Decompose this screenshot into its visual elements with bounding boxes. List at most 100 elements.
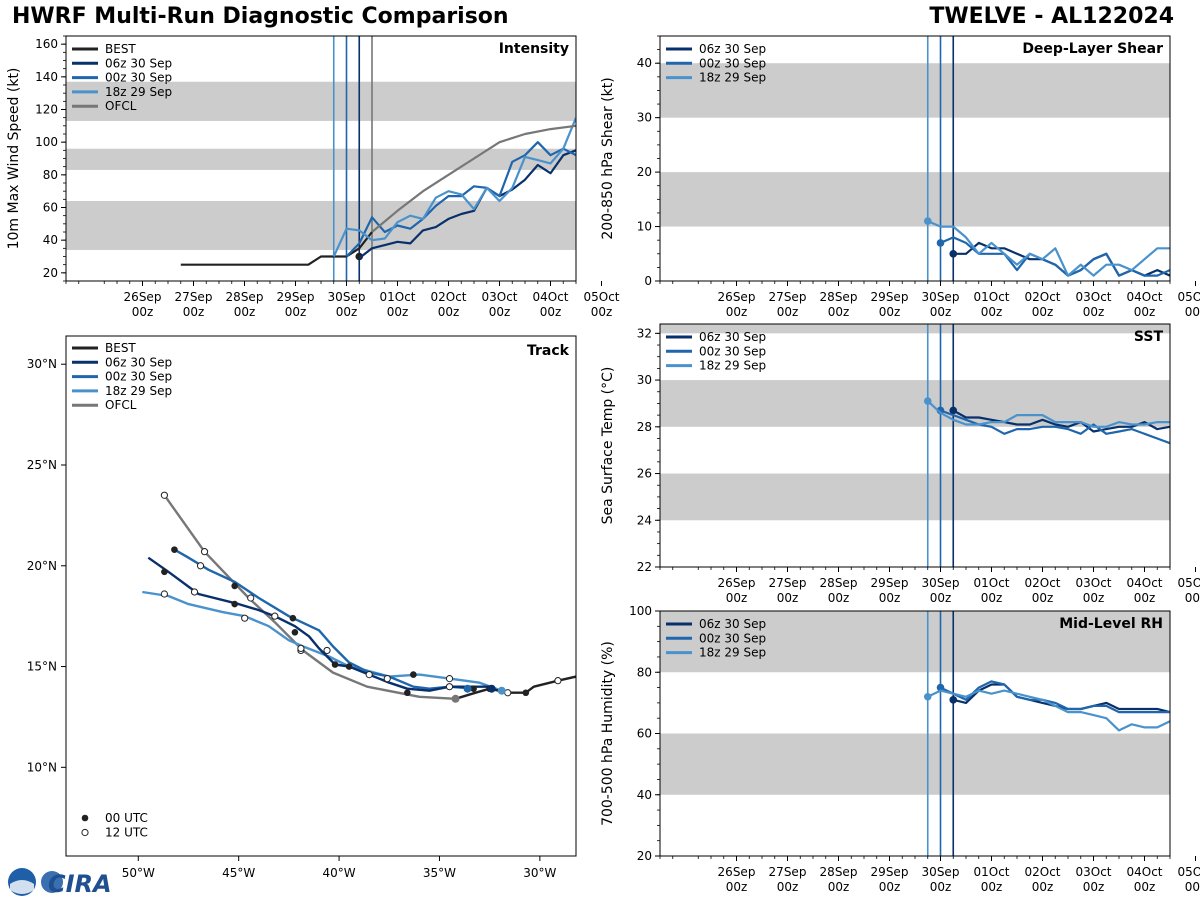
sst-series-marker — [923, 397, 932, 405]
track-current-00z — [463, 684, 472, 693]
track-marker-00utc — [404, 689, 411, 697]
shear-series-line — [953, 241, 1170, 277]
track-legend-label: OFCL — [105, 398, 137, 412]
track-marker-00utc — [486, 685, 493, 693]
rh-xtick-label: 03Oct — [1075, 865, 1111, 879]
storm-title: TWELVE - AL122024 — [929, 4, 1174, 29]
sst-legend-label: 00z 30 Sep — [699, 344, 766, 358]
rh-series-marker — [936, 683, 945, 692]
track-marker-12utc — [504, 689, 512, 697]
intensity-ytick-label: 20 — [43, 266, 58, 280]
track-marker-12utc — [160, 590, 168, 598]
rh-xtick-sublabel: 00z — [1185, 880, 1200, 894]
shear-band — [660, 63, 1170, 118]
shear-xtick-sublabel: 00z — [828, 305, 850, 319]
sst-ytick-label: 22 — [637, 560, 652, 574]
sst-xtick-label: 03Oct — [1075, 576, 1111, 590]
track-marker-12utc — [554, 677, 562, 685]
shear-xtick-label: 27Sep — [769, 290, 807, 304]
shear-series-line — [927, 220, 1170, 277]
sst-xtick-label: 26Sep — [718, 576, 756, 590]
intensity-legend-label: BEST — [105, 42, 136, 56]
rh-xtick-sublabel: 00z — [1134, 880, 1156, 894]
track-marker-00utc — [291, 628, 299, 636]
rh-series-marker — [923, 692, 932, 701]
rh-series-line — [953, 683, 1170, 714]
track-xtick-label: 35°W — [423, 866, 456, 880]
track-marker-00utc — [231, 582, 238, 590]
track-marker-00utc — [410, 671, 417, 678]
rh-xtick-sublabel: 00z — [726, 880, 748, 894]
sst-legend-label: 06z 30 Sep — [699, 330, 766, 344]
sst-xtick-sublabel: 00z — [777, 591, 799, 605]
intensity-ytick-label: 80 — [43, 168, 58, 182]
track-marker-00utc — [171, 546, 178, 553]
sst-series-marker — [949, 406, 958, 415]
page-title: HWRF Multi-Run Diagnostic Comparison — [12, 4, 509, 29]
intensity-series-line — [358, 149, 576, 259]
rh-xtick-label: 28Sep — [820, 865, 858, 879]
rh-xtick-label: 26Sep — [718, 865, 756, 879]
rh-xtick-sublabel: 00z — [1083, 880, 1105, 894]
sst-xtick-label: 30Sep — [922, 576, 960, 590]
shear-legend-label: 00z 30 Sep — [699, 56, 766, 70]
intensity-xtick-sublabel: 00z — [132, 305, 154, 319]
sst-xtick-label: 27Sep — [769, 576, 807, 590]
track-marker-12utc — [196, 562, 205, 570]
rh-frame — [659, 610, 1171, 857]
track-marker-12utc — [271, 612, 279, 620]
shear-xtick-sublabel: 00z — [777, 305, 799, 319]
shear-xtick-sublabel: 00z — [1083, 305, 1105, 319]
track-marker-12utc — [323, 646, 331, 655]
shear-ylabel: 200-850 hPa Shear (kt) — [600, 77, 616, 239]
intensity-xtick-label: 29Sep — [277, 290, 315, 304]
sst-xtick-sublabel: 00z — [828, 591, 850, 605]
shear-ytick-label: 0 — [644, 274, 652, 288]
track-title: Track — [527, 343, 570, 359]
intensity-series-marker — [355, 252, 364, 261]
track-line — [173, 548, 474, 690]
sst-series-line — [940, 409, 1170, 445]
intensity-chart: 2040608010012014016026Sep00z27Sep00z28Se… — [6, 35, 620, 319]
rh-xtick-sublabel: 00z — [981, 880, 1003, 894]
shear-legend-label: 06z 30 Sep — [699, 42, 766, 56]
track-line — [163, 494, 456, 700]
rh-chart: 2040608010026Sep00z27Sep00z28Sep00z29Sep… — [600, 604, 1200, 894]
shear-xtick-sublabel: 00z — [930, 305, 952, 319]
track-ytick-label: 20°N — [27, 559, 57, 573]
rh-xtick-sublabel: 00z — [930, 880, 952, 894]
sst-ytick-label: 32 — [637, 326, 652, 340]
sst-ytick-label: 30 — [637, 373, 652, 387]
rh-series-line — [927, 689, 1170, 732]
shear-xtick-label: 30Sep — [922, 290, 960, 304]
shear-xtick-sublabel: 00z — [1032, 305, 1054, 319]
track-current-18z — [497, 686, 506, 695]
track-marker-00utc — [231, 600, 238, 608]
track-ytick-label: 25°N — [27, 458, 57, 472]
track-marker-12utc — [297, 646, 305, 655]
track-marker-00utc — [452, 695, 459, 703]
intensity-ytick-label: 40 — [43, 233, 58, 247]
track-marker-00utc — [331, 661, 339, 668]
cira-logo: CIRA — [4, 864, 124, 898]
track-legend-label: 06z 30 Sep — [105, 355, 172, 369]
track-chart: 50°W 45°W 40°W 35°W 30°W 10°N 15°N 20°N 25°N 30°N… — [27, 335, 577, 880]
cira-globe-icon — [41, 871, 63, 893]
track-marker-12utc — [297, 644, 305, 653]
rh-xtick-label: 27Sep — [769, 865, 807, 879]
track-ytick-label: 10°N — [27, 760, 57, 774]
intensity-band — [66, 148, 576, 170]
intensity-xtick-sublabel: 00z — [285, 305, 307, 319]
track-legend-marker-12utc — [81, 828, 89, 837]
track-marker-00utc — [522, 689, 530, 697]
shear-series-line — [940, 236, 1170, 277]
shear-ytick-label: 20 — [637, 165, 652, 179]
track-xtick-label: 50°W — [122, 866, 155, 880]
track-current-ofcl — [451, 694, 460, 703]
shear-xtick-sublabel: 00z — [1185, 305, 1200, 319]
intensity-xtick-label: 27Sep — [175, 290, 213, 304]
rh-title: Mid-Level RH — [1059, 616, 1163, 632]
track-marker-12utc — [383, 675, 391, 683]
track-legend-label: 18z 29 Sep — [105, 384, 172, 398]
